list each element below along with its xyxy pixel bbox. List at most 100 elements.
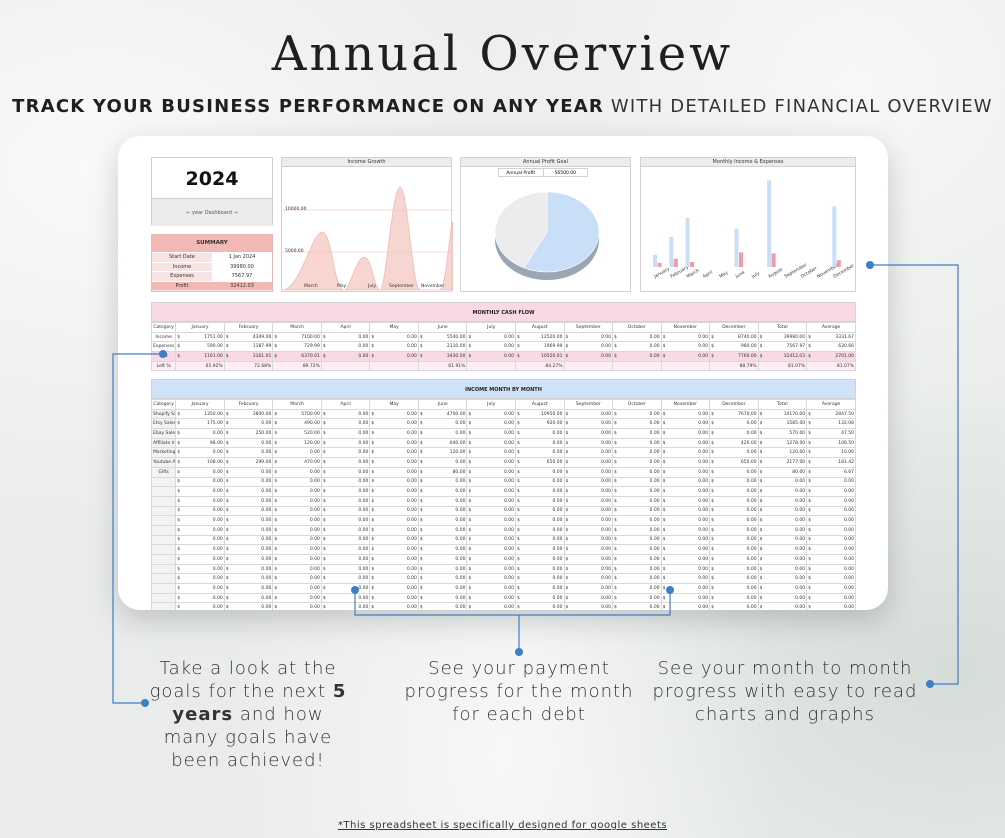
table-cell[interactable]: 0.00 — [248, 602, 274, 610]
table-cell[interactable]: 570.00 — [782, 428, 808, 439]
table-cell[interactable]: 7760.00 — [733, 351, 759, 362]
table-cell[interactable]: 0.00 — [685, 534, 711, 546]
table-cell[interactable]: 84.27% — [539, 360, 565, 372]
table-cell[interactable]: 0.00 — [588, 437, 614, 449]
table-cell[interactable]: 0.00 — [394, 602, 419, 610]
table-cell[interactable]: 3430.00 — [442, 351, 468, 362]
table-cell[interactable]: 0.00 — [491, 457, 516, 468]
table-cell[interactable]: 0.00 — [491, 408, 516, 420]
table-cell[interactable]: 0.00 — [539, 466, 565, 478]
table-cell[interactable]: 0.00 — [491, 573, 516, 585]
table-cell[interactable]: 0.00 — [442, 418, 468, 430]
table-cell[interactable]: 0.00 — [636, 515, 662, 526]
table-cell[interactable]: 0.00 — [733, 418, 759, 430]
table-cell[interactable]: 0.00 — [539, 583, 565, 594]
table-cell[interactable]: 0.00 — [636, 554, 662, 565]
table-cell[interactable]: 0.00 — [394, 351, 419, 362]
table-cell[interactable]: 0.00 — [200, 466, 225, 478]
table-cell[interactable]: 175.00 — [200, 418, 225, 430]
table-cell[interactable]: 0.00 — [733, 544, 759, 555]
table-cell[interactable]: 0.00 — [345, 418, 371, 430]
table-cell[interactable]: 6.67 — [830, 466, 856, 478]
table-cell[interactable]: 0.00 — [491, 554, 516, 565]
table-cell[interactable]: 0.00 — [636, 544, 662, 555]
table-cell[interactable]: 0.00 — [636, 583, 662, 594]
table-cell[interactable]: 0.00 — [636, 428, 662, 439]
table-cell[interactable]: 0.00 — [733, 592, 759, 604]
table-cell[interactable]: 0.00 — [491, 534, 516, 546]
table-cell[interactable]: 1187.99 — [248, 341, 274, 353]
table-cell[interactable]: 0.00 — [685, 573, 711, 585]
table-cell[interactable]: 0.00 — [733, 505, 759, 517]
table-cell[interactable]: 0.00 — [200, 486, 225, 497]
table-cell[interactable]: 0.00 — [394, 515, 419, 526]
table-cell[interactable]: 0.00 — [685, 544, 711, 555]
table-cell[interactable]: 0.00 — [685, 457, 711, 468]
table-cell[interactable]: 0.00 — [491, 515, 516, 526]
table-cell[interactable]: 0.00 — [539, 534, 565, 546]
table-cell[interactable]: 0.00 — [733, 534, 759, 546]
table-cell[interactable]: 0.00 — [830, 524, 856, 536]
year-selector[interactable]: 2024 ← year Dashboard → — [151, 157, 273, 226]
table-cell[interactable]: 0.00 — [394, 495, 419, 507]
table-cell[interactable]: 0.00 — [539, 437, 565, 449]
table-cell[interactable]: 0.00 — [733, 563, 759, 575]
table-cell[interactable]: 0.00 — [830, 515, 856, 526]
table-cell[interactable]: 0.00 — [636, 534, 662, 546]
table-cell[interactable]: 0.00 — [491, 331, 516, 343]
table-cell[interactable]: 0.00 — [297, 573, 322, 585]
table-cell[interactable]: 10550.01 — [539, 351, 565, 362]
table-cell[interactable]: 0.00 — [248, 544, 274, 555]
table-cell[interactable]: 0.00 — [782, 544, 808, 555]
table-cell[interactable]: 5540.00 — [442, 331, 468, 343]
table-cell[interactable]: 0.00 — [539, 486, 565, 497]
table-cell[interactable]: 0.00 — [636, 408, 662, 420]
table-cell[interactable]: 0.00 — [491, 341, 516, 353]
table-cell[interactable]: 0.00 — [782, 495, 808, 507]
table-cell[interactable]: 299.00 — [248, 457, 274, 468]
table-cell[interactable]: 630.66 — [830, 341, 856, 353]
table-cell[interactable]: 0.00 — [733, 466, 759, 478]
table-cell[interactable]: 0.00 — [636, 437, 662, 449]
table-cell[interactable]: 0.00 — [200, 544, 225, 555]
table-cell[interactable]: 0.00 — [345, 515, 371, 526]
table-cell[interactable]: 0.00 — [685, 447, 711, 459]
table-cell[interactable]: 4349.00 — [248, 331, 274, 343]
table-cell[interactable]: 0.00 — [588, 408, 614, 420]
table-cell[interactable]: 7567.97 — [782, 341, 808, 353]
table-cell[interactable]: 0.00 — [588, 505, 614, 517]
table-cell[interactable]: 0.00 — [248, 495, 274, 507]
table-cell[interactable]: 0.00 — [491, 428, 516, 439]
table-cell[interactable]: 7670.00 — [733, 408, 759, 420]
table-cell[interactable]: 0.00 — [539, 505, 565, 517]
table-cell[interactable]: 0.00 — [248, 476, 274, 488]
table-cell[interactable]: 0.00 — [248, 592, 274, 604]
table-cell[interactable]: 0.00 — [394, 437, 419, 449]
table-cell[interactable]: 0.00 — [200, 515, 225, 526]
table-cell[interactable]: 0.00 — [733, 486, 759, 497]
table-cell[interactable]: 181.42 — [830, 457, 856, 468]
table-cell[interactable]: 0.00 — [297, 515, 322, 526]
table-cell[interactable]: 0.00 — [588, 476, 614, 488]
table-cell[interactable]: 1751.00 — [200, 331, 225, 343]
table-cell[interactable]: 1585.00 — [782, 418, 808, 430]
table-cell[interactable]: 420.00 — [733, 437, 759, 449]
table-cell[interactable]: 0.00 — [685, 331, 711, 343]
table-cell[interactable]: 0.00 — [442, 515, 468, 526]
table-cell[interactable]: 0.00 — [394, 534, 419, 546]
table-cell[interactable]: 470.00 — [297, 457, 322, 468]
table-cell[interactable]: 0.00 — [442, 476, 468, 488]
table-cell[interactable]: 0.00 — [491, 524, 516, 536]
table-cell[interactable]: 0.00 — [539, 524, 565, 536]
table-cell[interactable]: 0.00 — [491, 495, 516, 507]
table-cell[interactable]: 0.00 — [539, 554, 565, 565]
annual-profit-value[interactable]: 56500.00 — [542, 169, 587, 176]
table-cell[interactable]: 0.00 — [539, 563, 565, 575]
table-cell[interactable]: 0.00 — [733, 554, 759, 565]
table-cell[interactable]: 1350.00 — [200, 408, 225, 420]
table-cell[interactable]: 106.50 — [830, 437, 856, 449]
table-cell[interactable]: 0.00 — [394, 544, 419, 555]
table-cell[interactable]: 0.00 — [636, 495, 662, 507]
table-cell[interactable]: 65.92% — [200, 360, 225, 372]
table-cell[interactable]: 1278.00 — [782, 437, 808, 449]
